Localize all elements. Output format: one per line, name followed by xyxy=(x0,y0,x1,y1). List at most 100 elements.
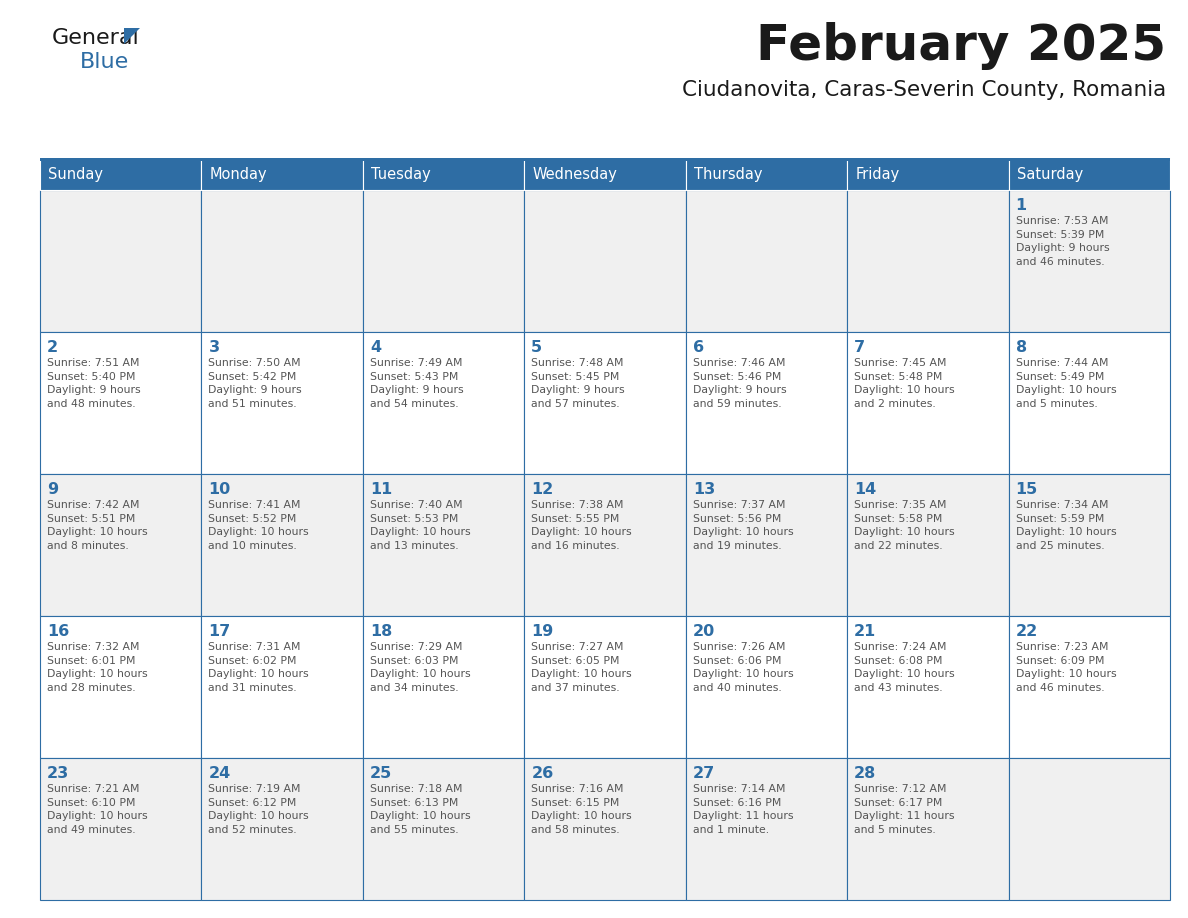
Bar xyxy=(202,616,362,758)
Text: Sunrise: 7:18 AM
Sunset: 6:13 PM
Daylight: 10 hours
and 55 minutes.: Sunrise: 7:18 AM Sunset: 6:13 PM Dayligh… xyxy=(369,784,470,834)
Polygon shape xyxy=(124,28,140,44)
Text: Sunrise: 7:14 AM
Sunset: 6:16 PM
Daylight: 11 hours
and 1 minute.: Sunrise: 7:14 AM Sunset: 6:16 PM Dayligh… xyxy=(693,784,794,834)
Bar xyxy=(685,158,847,190)
Text: Sunrise: 7:27 AM
Sunset: 6:05 PM
Daylight: 10 hours
and 37 minutes.: Sunrise: 7:27 AM Sunset: 6:05 PM Dayligh… xyxy=(531,642,632,693)
Text: 6: 6 xyxy=(693,340,703,355)
Bar xyxy=(362,158,524,190)
Text: 26: 26 xyxy=(531,766,554,781)
Text: Sunrise: 7:37 AM
Sunset: 5:56 PM
Daylight: 10 hours
and 19 minutes.: Sunrise: 7:37 AM Sunset: 5:56 PM Dayligh… xyxy=(693,500,794,551)
Bar xyxy=(40,158,202,190)
Bar xyxy=(202,758,362,900)
Text: Sunrise: 7:23 AM
Sunset: 6:09 PM
Daylight: 10 hours
and 46 minutes.: Sunrise: 7:23 AM Sunset: 6:09 PM Dayligh… xyxy=(1016,642,1117,693)
Bar xyxy=(524,190,685,332)
Bar xyxy=(685,616,847,758)
Bar xyxy=(847,158,1009,190)
Text: Sunrise: 7:42 AM
Sunset: 5:51 PM
Daylight: 10 hours
and 8 minutes.: Sunrise: 7:42 AM Sunset: 5:51 PM Dayligh… xyxy=(48,500,147,551)
Text: 4: 4 xyxy=(369,340,381,355)
Bar xyxy=(202,190,362,332)
Bar xyxy=(1009,474,1170,616)
Text: Sunrise: 7:32 AM
Sunset: 6:01 PM
Daylight: 10 hours
and 28 minutes.: Sunrise: 7:32 AM Sunset: 6:01 PM Dayligh… xyxy=(48,642,147,693)
Text: 13: 13 xyxy=(693,482,715,497)
Bar xyxy=(40,158,1170,161)
Bar xyxy=(40,190,202,332)
Bar xyxy=(847,332,1009,474)
Bar xyxy=(524,158,685,190)
Bar xyxy=(362,190,524,332)
Text: 17: 17 xyxy=(208,624,230,639)
Text: Sunrise: 7:41 AM
Sunset: 5:52 PM
Daylight: 10 hours
and 10 minutes.: Sunrise: 7:41 AM Sunset: 5:52 PM Dayligh… xyxy=(208,500,309,551)
Text: Sunrise: 7:45 AM
Sunset: 5:48 PM
Daylight: 10 hours
and 2 minutes.: Sunrise: 7:45 AM Sunset: 5:48 PM Dayligh… xyxy=(854,358,955,409)
Text: Sunrise: 7:34 AM
Sunset: 5:59 PM
Daylight: 10 hours
and 25 minutes.: Sunrise: 7:34 AM Sunset: 5:59 PM Dayligh… xyxy=(1016,500,1117,551)
Text: Sunrise: 7:49 AM
Sunset: 5:43 PM
Daylight: 9 hours
and 54 minutes.: Sunrise: 7:49 AM Sunset: 5:43 PM Dayligh… xyxy=(369,358,463,409)
Text: 24: 24 xyxy=(208,766,230,781)
Text: 8: 8 xyxy=(1016,340,1026,355)
Text: 16: 16 xyxy=(48,624,69,639)
Text: Sunrise: 7:48 AM
Sunset: 5:45 PM
Daylight: 9 hours
and 57 minutes.: Sunrise: 7:48 AM Sunset: 5:45 PM Dayligh… xyxy=(531,358,625,409)
Text: Saturday: Saturday xyxy=(1017,166,1082,182)
Text: Sunrise: 7:29 AM
Sunset: 6:03 PM
Daylight: 10 hours
and 34 minutes.: Sunrise: 7:29 AM Sunset: 6:03 PM Dayligh… xyxy=(369,642,470,693)
Text: Tuesday: Tuesday xyxy=(371,166,430,182)
Bar xyxy=(1009,616,1170,758)
Bar xyxy=(524,332,685,474)
Bar xyxy=(847,474,1009,616)
Bar xyxy=(685,758,847,900)
Bar xyxy=(362,332,524,474)
Bar xyxy=(524,758,685,900)
Text: 28: 28 xyxy=(854,766,877,781)
Text: 11: 11 xyxy=(369,482,392,497)
Text: 7: 7 xyxy=(854,340,865,355)
Text: Sunrise: 7:19 AM
Sunset: 6:12 PM
Daylight: 10 hours
and 52 minutes.: Sunrise: 7:19 AM Sunset: 6:12 PM Dayligh… xyxy=(208,784,309,834)
Bar xyxy=(524,616,685,758)
Text: Sunrise: 7:24 AM
Sunset: 6:08 PM
Daylight: 10 hours
and 43 minutes.: Sunrise: 7:24 AM Sunset: 6:08 PM Dayligh… xyxy=(854,642,955,693)
Text: February 2025: February 2025 xyxy=(756,22,1165,70)
Bar xyxy=(685,332,847,474)
Text: Friday: Friday xyxy=(855,166,899,182)
Text: 15: 15 xyxy=(1016,482,1038,497)
Bar xyxy=(40,616,202,758)
Bar xyxy=(202,158,362,190)
Bar xyxy=(847,758,1009,900)
Bar xyxy=(362,758,524,900)
Text: Sunrise: 7:38 AM
Sunset: 5:55 PM
Daylight: 10 hours
and 16 minutes.: Sunrise: 7:38 AM Sunset: 5:55 PM Dayligh… xyxy=(531,500,632,551)
Text: 12: 12 xyxy=(531,482,554,497)
Text: Sunrise: 7:16 AM
Sunset: 6:15 PM
Daylight: 10 hours
and 58 minutes.: Sunrise: 7:16 AM Sunset: 6:15 PM Dayligh… xyxy=(531,784,632,834)
Text: 9: 9 xyxy=(48,482,58,497)
Text: Sunrise: 7:51 AM
Sunset: 5:40 PM
Daylight: 9 hours
and 48 minutes.: Sunrise: 7:51 AM Sunset: 5:40 PM Dayligh… xyxy=(48,358,140,409)
Text: Sunrise: 7:46 AM
Sunset: 5:46 PM
Daylight: 9 hours
and 59 minutes.: Sunrise: 7:46 AM Sunset: 5:46 PM Dayligh… xyxy=(693,358,786,409)
Text: 20: 20 xyxy=(693,624,715,639)
Text: 27: 27 xyxy=(693,766,715,781)
Bar xyxy=(202,332,362,474)
Text: 14: 14 xyxy=(854,482,877,497)
Text: Sunrise: 7:12 AM
Sunset: 6:17 PM
Daylight: 11 hours
and 5 minutes.: Sunrise: 7:12 AM Sunset: 6:17 PM Dayligh… xyxy=(854,784,955,834)
Bar xyxy=(40,474,202,616)
Text: General: General xyxy=(52,28,140,48)
Bar xyxy=(40,332,202,474)
Text: 10: 10 xyxy=(208,482,230,497)
Text: Ciudanovita, Caras-Severin County, Romania: Ciudanovita, Caras-Severin County, Roman… xyxy=(682,80,1165,100)
Bar xyxy=(40,758,202,900)
Bar xyxy=(362,616,524,758)
Text: 25: 25 xyxy=(369,766,392,781)
Bar xyxy=(1009,758,1170,900)
Text: 21: 21 xyxy=(854,624,877,639)
Text: Blue: Blue xyxy=(80,52,129,72)
Text: Sunday: Sunday xyxy=(48,166,103,182)
Text: Sunrise: 7:21 AM
Sunset: 6:10 PM
Daylight: 10 hours
and 49 minutes.: Sunrise: 7:21 AM Sunset: 6:10 PM Dayligh… xyxy=(48,784,147,834)
Text: 3: 3 xyxy=(208,340,220,355)
Text: 22: 22 xyxy=(1016,624,1038,639)
Text: 18: 18 xyxy=(369,624,392,639)
Bar xyxy=(202,474,362,616)
Text: 1: 1 xyxy=(1016,198,1026,213)
Text: Sunrise: 7:50 AM
Sunset: 5:42 PM
Daylight: 9 hours
and 51 minutes.: Sunrise: 7:50 AM Sunset: 5:42 PM Dayligh… xyxy=(208,358,302,409)
Bar xyxy=(1009,332,1170,474)
Text: 5: 5 xyxy=(531,340,543,355)
Text: Sunrise: 7:44 AM
Sunset: 5:49 PM
Daylight: 10 hours
and 5 minutes.: Sunrise: 7:44 AM Sunset: 5:49 PM Dayligh… xyxy=(1016,358,1117,409)
Bar xyxy=(1009,190,1170,332)
Text: Sunrise: 7:40 AM
Sunset: 5:53 PM
Daylight: 10 hours
and 13 minutes.: Sunrise: 7:40 AM Sunset: 5:53 PM Dayligh… xyxy=(369,500,470,551)
Text: 23: 23 xyxy=(48,766,69,781)
Bar xyxy=(524,474,685,616)
Text: 2: 2 xyxy=(48,340,58,355)
Text: Thursday: Thursday xyxy=(694,166,763,182)
Text: Sunrise: 7:26 AM
Sunset: 6:06 PM
Daylight: 10 hours
and 40 minutes.: Sunrise: 7:26 AM Sunset: 6:06 PM Dayligh… xyxy=(693,642,794,693)
Text: Sunrise: 7:53 AM
Sunset: 5:39 PM
Daylight: 9 hours
and 46 minutes.: Sunrise: 7:53 AM Sunset: 5:39 PM Dayligh… xyxy=(1016,216,1110,267)
